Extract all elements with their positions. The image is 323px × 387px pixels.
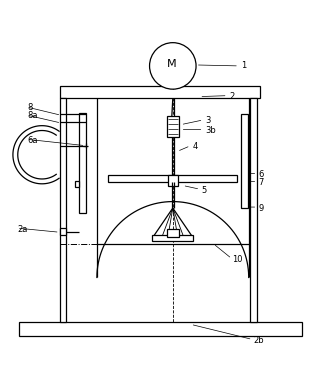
Text: 4: 4 [192,142,197,151]
Text: 6a: 6a [27,136,38,145]
Bar [60,86,260,98]
Text: 5: 5 [202,186,207,195]
Circle shape [150,43,196,89]
Text: M: M [166,59,176,69]
Bar [19,322,302,336]
Text: 6: 6 [258,170,264,179]
Bar [167,116,179,137]
Bar [75,181,79,187]
Polygon shape [97,202,249,277]
Bar [108,175,237,182]
Text: 10: 10 [233,255,243,264]
Text: 8a: 8a [27,111,38,120]
Text: 7: 7 [258,178,264,187]
Bar [60,98,66,322]
Text: 3b: 3b [205,126,216,135]
Bar [152,236,193,241]
Text: 2a: 2a [18,224,28,233]
Text: 3: 3 [205,116,211,125]
Bar [167,229,179,237]
Bar [79,113,86,213]
Text: 2b: 2b [254,336,264,345]
Bar [168,175,178,186]
Text: 8: 8 [27,103,33,112]
Bar [250,98,257,322]
Bar [241,115,248,208]
Text: 9: 9 [258,204,264,212]
Text: 2: 2 [229,92,234,101]
Text: 1: 1 [241,62,246,70]
Bar [60,228,66,236]
